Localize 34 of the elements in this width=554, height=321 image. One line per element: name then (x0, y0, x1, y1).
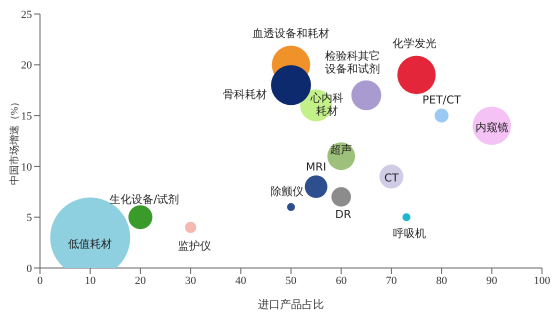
x-tick-label: 40 (235, 274, 247, 287)
series-label: 超声 (330, 143, 352, 156)
series-label: MRI (306, 160, 326, 174)
series-label: CT (384, 172, 399, 185)
series-label: 除颤仪 (270, 185, 304, 198)
y-tick-label: 20 (21, 60, 32, 72)
x-tick-label: 100 (534, 274, 551, 287)
series-label: 骨科耗材 (223, 88, 267, 102)
y-tick-label: 5 (26, 212, 32, 224)
x-tick-label: 0 (37, 274, 44, 287)
series-label: 检验科其它设备和试剂 (324, 49, 380, 76)
series-label: DR (335, 208, 352, 221)
x-axis-title: 进口产品占比 (258, 298, 324, 311)
y-tick-label: 25 (21, 8, 32, 21)
x-tick-label: 90 (486, 274, 498, 287)
series-label: 生化设备/试剂 (110, 193, 180, 206)
x-tick-label: 70 (386, 274, 398, 287)
series-label: 呼吸机 (392, 227, 426, 240)
y-tick-label: 0 (26, 262, 32, 275)
series-label: 监护仪 (178, 239, 212, 252)
y-axis-title: 中国市场增速（%） (8, 96, 20, 186)
x-tick-label: 60 (336, 274, 348, 287)
x-tick-label: 50 (286, 274, 297, 287)
series-label: 内窥镜 (475, 120, 508, 134)
series-label: 血透设备和耗材 (252, 26, 330, 40)
series-label: 低值耗材 (68, 238, 112, 251)
x-tick-label: 20 (134, 274, 146, 287)
x-tick-label: 10 (84, 274, 96, 287)
y-tick-label: 15 (21, 110, 32, 123)
x-tick-label: 30 (185, 274, 197, 287)
y-tick-label: 10 (21, 161, 32, 174)
series-label: 化学发光 (392, 36, 436, 50)
x-tick-label: 80 (436, 274, 448, 287)
series-label: PET/CT (422, 94, 462, 107)
